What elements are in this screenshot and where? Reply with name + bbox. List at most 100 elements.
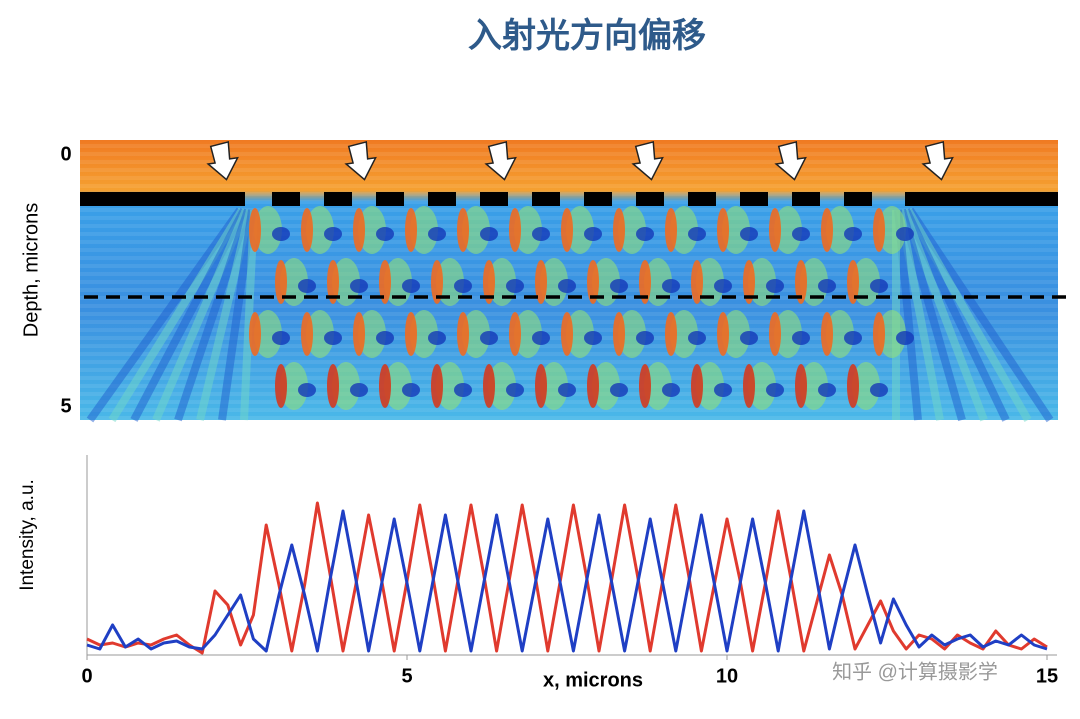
field-halo	[436, 258, 464, 306]
field-node	[610, 383, 628, 397]
field-halo	[566, 310, 594, 358]
field-streak	[717, 312, 729, 356]
field-node	[844, 227, 862, 241]
field-node	[688, 331, 706, 345]
field-image	[80, 140, 1072, 423]
field-y-tick: 0	[60, 143, 71, 165]
diagonal-band	[218, 209, 256, 421]
field-node	[844, 331, 862, 345]
field-node	[506, 383, 524, 397]
field-halo	[306, 310, 334, 358]
field-halo	[670, 206, 698, 254]
intensity-plot: 0 5 10 15	[81, 455, 1058, 687]
field-halo	[254, 310, 282, 358]
field-node	[584, 227, 602, 241]
diagonal-band	[108, 207, 246, 423]
mask-segment	[636, 192, 664, 206]
incident-arrow	[484, 140, 517, 181]
series-line	[86, 501, 1048, 655]
field-halo	[332, 362, 360, 410]
field-streak	[821, 208, 833, 252]
field-node	[428, 331, 446, 345]
field-streak	[769, 312, 781, 356]
field-halo	[618, 206, 646, 254]
diagonal-band	[906, 207, 1054, 423]
field-node	[532, 227, 550, 241]
diagonal-band	[902, 208, 1010, 422]
field-halo	[800, 362, 828, 410]
x-axis-label: x, microns	[543, 669, 643, 691]
field-node	[818, 279, 836, 293]
field-halo	[254, 206, 282, 254]
field-node	[506, 279, 524, 293]
field-node	[350, 383, 368, 397]
field-node	[896, 227, 914, 241]
field-streak	[847, 260, 859, 304]
field-streak	[665, 312, 677, 356]
field-node	[558, 279, 576, 293]
field-node	[584, 331, 602, 345]
field-halo	[540, 362, 568, 410]
field-halo	[696, 362, 724, 410]
diagonal-band	[174, 208, 252, 422]
field-node	[870, 279, 888, 293]
field-streak	[457, 312, 469, 356]
mask-segment	[376, 192, 404, 206]
diagonal-band	[896, 209, 944, 421]
field-node	[766, 383, 784, 397]
field-node	[454, 279, 472, 293]
field-halo	[462, 206, 490, 254]
field-halo	[462, 310, 490, 358]
field-streak	[301, 208, 313, 252]
field-halo	[410, 206, 438, 254]
field-halo	[514, 206, 542, 254]
field-streak	[769, 208, 781, 252]
field-streak	[613, 312, 625, 356]
mask-bar	[80, 192, 245, 206]
field-streak	[249, 312, 261, 356]
field-node	[792, 331, 810, 345]
field-node	[272, 331, 290, 345]
field-halo	[358, 206, 386, 254]
field-halo	[540, 258, 568, 306]
incident-arrow	[631, 140, 664, 181]
field-node	[402, 383, 420, 397]
diagonal-band	[86, 207, 244, 423]
mask-segment	[584, 192, 612, 206]
field-node	[688, 227, 706, 241]
field-node	[428, 227, 446, 241]
field-halo	[436, 362, 464, 410]
mask-segment	[532, 192, 560, 206]
field-node	[714, 279, 732, 293]
field-halo	[774, 310, 802, 358]
field-node	[610, 279, 628, 293]
field-halo	[358, 310, 386, 358]
field-streak	[613, 208, 625, 252]
field-streak	[275, 260, 287, 304]
field-node	[766, 279, 784, 293]
field-streak	[509, 208, 521, 252]
field-node	[272, 227, 290, 241]
x-tick-label: 15	[1036, 665, 1058, 687]
field-halo	[748, 258, 776, 306]
diagonal-band	[130, 208, 248, 422]
field-streak	[457, 208, 469, 252]
field-streak	[795, 364, 807, 408]
field-streak	[327, 364, 339, 408]
field-halo	[514, 310, 542, 358]
field-streak	[639, 260, 651, 304]
x-tick-label: 5	[401, 665, 412, 687]
field-streak	[821, 312, 833, 356]
field-node	[324, 331, 342, 345]
field-halo	[488, 362, 516, 410]
field-halo	[306, 206, 334, 254]
field-streak	[405, 208, 417, 252]
field-halo	[618, 310, 646, 358]
field-streak	[509, 312, 521, 356]
field-halo	[852, 258, 880, 306]
field-streak	[561, 312, 573, 356]
field-streak	[847, 364, 859, 408]
field-halo	[826, 310, 854, 358]
field-halo	[384, 362, 412, 410]
